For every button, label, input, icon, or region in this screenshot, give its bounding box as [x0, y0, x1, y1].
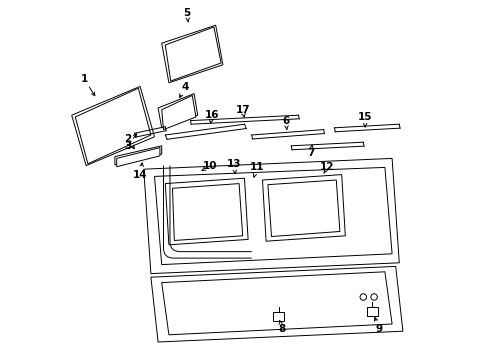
Polygon shape: [158, 94, 197, 128]
Polygon shape: [117, 148, 160, 167]
Text: 1: 1: [81, 74, 88, 84]
Polygon shape: [262, 175, 345, 241]
Polygon shape: [154, 167, 391, 265]
Text: 13: 13: [226, 159, 241, 169]
Polygon shape: [267, 180, 339, 237]
Text: 17: 17: [235, 105, 249, 115]
Polygon shape: [162, 272, 391, 335]
Text: 15: 15: [357, 112, 371, 122]
Text: 4: 4: [181, 82, 188, 92]
Polygon shape: [172, 184, 242, 240]
Polygon shape: [162, 25, 223, 83]
Polygon shape: [162, 95, 196, 130]
Text: 9: 9: [375, 324, 382, 334]
Text: 6: 6: [282, 116, 289, 126]
Text: 16: 16: [204, 110, 219, 120]
Text: 2: 2: [123, 134, 131, 144]
Text: 10: 10: [203, 161, 217, 171]
Text: 7: 7: [307, 148, 314, 158]
Polygon shape: [75, 88, 151, 164]
Polygon shape: [151, 266, 402, 342]
Text: 11: 11: [249, 162, 264, 172]
Polygon shape: [165, 27, 221, 81]
Polygon shape: [72, 86, 154, 166]
Polygon shape: [143, 158, 399, 274]
Polygon shape: [115, 146, 162, 165]
FancyBboxPatch shape: [366, 307, 377, 316]
Circle shape: [370, 294, 377, 300]
Polygon shape: [165, 178, 247, 245]
Text: 8: 8: [278, 324, 285, 334]
Text: 12: 12: [319, 162, 334, 172]
FancyBboxPatch shape: [272, 312, 284, 321]
Circle shape: [359, 294, 366, 300]
Text: 14: 14: [133, 170, 147, 180]
Text: 5: 5: [183, 8, 190, 18]
Text: 3: 3: [123, 141, 131, 151]
